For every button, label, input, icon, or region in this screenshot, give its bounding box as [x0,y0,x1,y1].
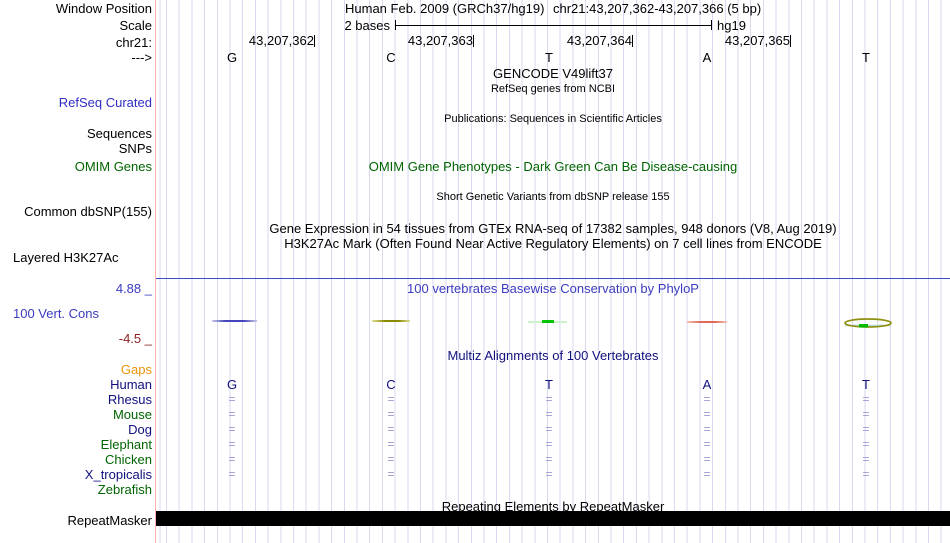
track-label-layered-h3k27ac[interactable]: Layered H3K27Ac [13,250,119,265]
phylop-mark-4 [687,321,727,323]
coordinate-label-2: 43,207,363 [393,34,474,47]
align-match-rhesus-5: = [862,392,870,406]
repeatmasker-element-bar[interactable] [156,511,950,526]
align-match-chicken-3: = [545,452,553,466]
align-match-chicken-1: = [228,452,236,466]
species-label-mouse[interactable]: Mouse [112,407,152,422]
track-title-gtex[interactable]: Gene Expression in 54 tissues from GTEx … [269,221,837,236]
align-match-xtropicalis-5: = [862,467,870,481]
species-label-zebrafish[interactable]: Zebrafish [97,482,152,497]
track-label-100-vert-cons[interactable]: 100 Vert. Cons [13,306,99,321]
align-match-chicken-4: = [703,452,711,466]
label-track-separator [155,0,156,543]
track-label-omim-genes[interactable]: OMIM Genes [74,159,152,174]
species-label-chicken[interactable]: Chicken [105,452,152,467]
ruler-base-3: T [545,50,553,65]
window-position-label: Window Position [55,1,152,16]
scale-bar [395,20,712,30]
align-match-rhesus-4: = [703,392,711,406]
ruler-base-1: G [226,50,238,65]
align-match-rhesus-3: = [545,392,553,406]
track-title-refseq[interactable]: RefSeq genes from NCBI [490,83,616,95]
align-match-chicken-5: = [862,452,870,466]
align-match-xtropicalis-2: = [387,467,395,481]
align-match-mouse-4: = [703,407,711,421]
align-match-dog-2: = [387,422,395,436]
align-match-mouse-3: = [545,407,553,421]
coordinate-label-1: 43,207,362 [234,34,315,47]
track-title-h3k27ac[interactable]: H3K27Ac Mark (Often Found Near Active Re… [284,236,822,251]
alignment-column-2: C = = = = = = [376,377,406,487]
align-match-chicken-2: = [387,452,395,466]
coordinate-label-4: 43,207,365 [710,34,791,47]
track-title-repeatmasker[interactable]: Repeating Elements by RepeatMasker [441,499,665,514]
human-base-4: A [702,377,712,392]
align-match-xtropicalis-3: = [545,467,553,481]
align-match-mouse-1: = [228,407,236,421]
track-label-repeatmasker[interactable]: RepeatMasker [67,513,152,528]
align-match-mouse-2: = [387,407,395,421]
track-title-gencode[interactable]: GENCODE V49lift37 [493,66,613,81]
align-match-dog-1: = [228,422,236,436]
human-base-1: G [226,377,238,392]
track-label-refseq-curated[interactable]: RefSeq Curated [58,95,152,110]
track-title-multiz[interactable]: Multiz Alignments of 100 Vertebrates [447,348,659,363]
scale-label: Scale [119,18,152,33]
track-title-dbsnp[interactable]: Short Genetic Variants from dbSNP releas… [436,191,670,203]
align-match-mouse-5: = [862,407,870,421]
align-match-rhesus-2: = [387,392,395,406]
phylop-mark-1 [212,320,257,322]
species-label-human[interactable]: Human [110,377,152,392]
coordinate-label-3: 43,207,364 [552,34,633,47]
phylop-mark-3 [528,320,567,323]
phylop-mark-5 [844,318,892,328]
alignment-column-4: A = = = = = = [692,377,722,487]
align-match-xtropicalis-1: = [228,467,236,481]
align-match-elephant-2: = [387,437,395,451]
track-display-area[interactable]: Human Feb. 2009 (GRCh37/hg19) chr21:43,2… [156,0,950,543]
track-title-omim[interactable]: OMIM Gene Phenotypes - Dark Green Can Be… [368,159,738,174]
alignment-column-5: T = = = = = = [851,377,881,487]
ruler-base-4: A [702,50,712,65]
phylop-mark-2 [372,320,410,322]
alignment-column-3: T = = = = = = [534,377,564,487]
strand-arrow-label[interactable]: ---> [131,50,152,65]
ruler-base-5: T [862,50,870,65]
align-match-dog-4: = [703,422,711,436]
align-match-dog-5: = [862,422,870,436]
human-base-2: C [386,377,396,392]
species-label-gaps[interactable]: Gaps [120,362,152,377]
conservation-scale-min: -4.5 _ [118,331,152,346]
align-match-rhesus-1: = [228,392,236,406]
assembly-text: Human Feb. 2009 (GRCh37/hg19) [345,1,545,16]
conservation-top-line [156,278,950,279]
species-label-rhesus[interactable]: Rhesus [107,392,152,407]
scale-value-text: 2 bases [344,18,390,33]
genome-build-text: hg19 [717,18,746,33]
ruler-base-2: C [386,50,396,65]
align-match-elephant-3: = [545,437,553,451]
species-label-dog[interactable]: Dog [128,422,152,437]
alignment-column-1: G = = = = = = [217,377,247,487]
human-base-3: T [545,377,553,392]
chrom-label: chr21: [115,35,152,50]
track-title-publications[interactable]: Publications: Sequences in Scientific Ar… [444,113,662,125]
track-label-snps[interactable]: SNPs [118,141,152,156]
align-match-elephant-1: = [228,437,236,451]
track-title-conservation[interactable]: 100 vertebrates Basewise Conservation by… [407,281,699,296]
align-match-elephant-5: = [862,437,870,451]
species-label-x-tropicalis[interactable]: X_tropicalis [84,467,152,482]
align-match-dog-3: = [545,422,553,436]
phylop-mark-3-peak [542,320,554,323]
human-base-5: T [862,377,870,392]
position-range-text: chr21:43,207,362-43,207,366 (5 bp) [553,1,762,16]
track-label-sequences[interactable]: Sequences [86,126,152,141]
species-label-elephant[interactable]: Elephant [100,437,152,452]
track-label-common-dbsnp[interactable]: Common dbSNP(155) [24,204,152,219]
align-match-xtropicalis-4: = [703,467,711,481]
conservation-scale-max: 4.88 _ [115,281,152,296]
align-match-elephant-4: = [703,437,711,451]
